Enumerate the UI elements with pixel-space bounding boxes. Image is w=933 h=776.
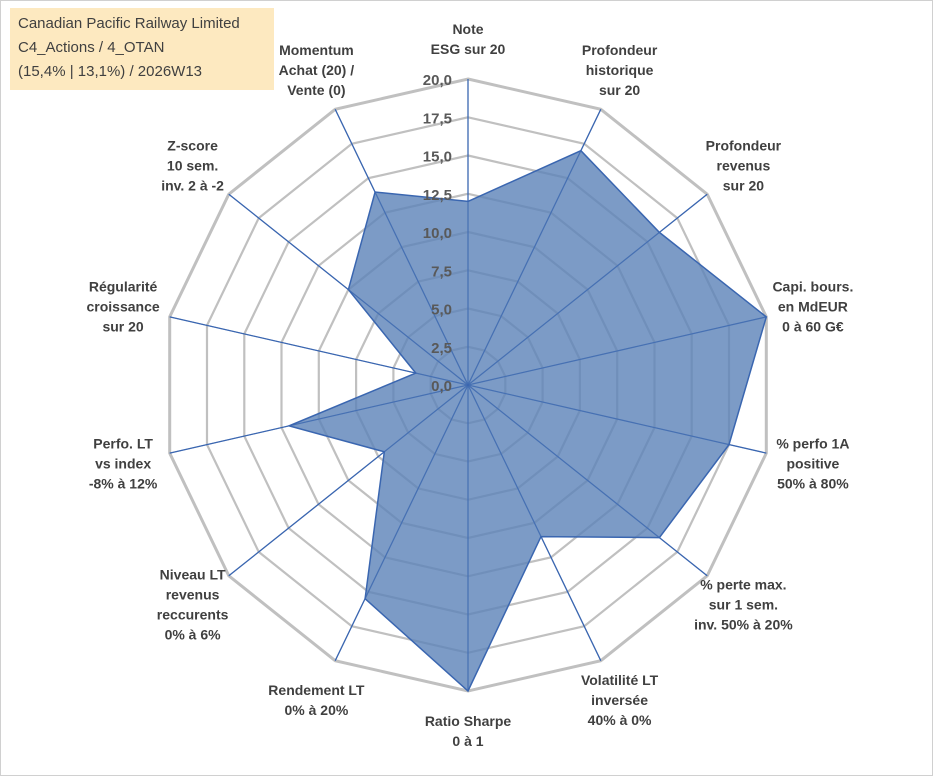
- axis-label-line: Volatilité LT: [581, 672, 659, 688]
- axis-label-line: reccurents: [157, 607, 229, 623]
- axis-label-line: 0% à 20%: [284, 702, 348, 718]
- axis-label-line: Achat (20) /: [279, 62, 355, 78]
- axis-label-line: Capi. bours.: [772, 278, 853, 294]
- radar-axis-labels: Note ESG sur 20 Profondeur historique sur 20…: [87, 21, 854, 749]
- radar-spoke-overlay: [467, 384, 767, 454]
- radar-spoke-overlay: [467, 384, 708, 577]
- axis-label: Capi. bours. en MdEUR 0 à 60 G€: [772, 278, 853, 334]
- radar-spoke-overlay: [467, 109, 602, 386]
- axis-label-line: Vente (0): [287, 82, 345, 98]
- axis-label: Momentum Achat (20) / Vente (0): [279, 42, 355, 98]
- company-name: Canadian Pacific Railway Limited: [18, 15, 240, 32]
- axis-label-line: % perfo 1A: [776, 436, 849, 452]
- radar-spoke-overlay: [169, 316, 469, 386]
- axis-label: Note ESG sur 20: [431, 21, 506, 57]
- axis-label-line: 50% à 80%: [777, 476, 849, 492]
- radar-spoke-overlay: [334, 109, 469, 386]
- radar-spoke-overlay: [228, 384, 469, 577]
- axis-label-line: revenus: [166, 587, 220, 603]
- tick-label: 17,5: [423, 110, 452, 127]
- axis-label-line: sur 1 sem.: [709, 597, 778, 613]
- axis-label-line: sur 20: [599, 82, 640, 98]
- axis-label-line: Profondeur: [706, 137, 782, 153]
- axis-label-line: inv. 2 à -2: [161, 177, 224, 193]
- radar-spoke-overlay: [467, 316, 767, 386]
- tick-label: 20,0: [423, 72, 452, 89]
- axis-label-line: Niveau LT: [160, 567, 226, 583]
- axis-label-line: positive: [786, 456, 839, 472]
- tick-label: 2,5: [431, 340, 452, 357]
- axis-label-line: -8% à 12%: [89, 476, 158, 492]
- axis-label-line: inversée: [591, 692, 648, 708]
- axis-label: Régularité croissance sur 20: [87, 278, 160, 334]
- axis-label-line: inv. 50% à 20%: [694, 617, 793, 633]
- axis-label-line: sur 20: [102, 318, 143, 334]
- axis-label: Niveau LT revenus reccurents 0% à 6%: [157, 567, 229, 643]
- axis-label-line: 0 à 1: [452, 733, 483, 749]
- axis-label-line: revenus: [717, 157, 771, 173]
- axis-label-line: croissance: [87, 298, 160, 314]
- axis-label: Z-score 10 sem. inv. 2 à -2: [161, 137, 224, 193]
- axis-label-line: Rendement LT: [268, 682, 365, 698]
- axis-label-line: historique: [586, 62, 654, 78]
- tick-label: 10,0: [423, 225, 452, 242]
- axis-label-line: 10 sem.: [167, 157, 218, 173]
- performance-summary: (15,4% | 13,1%) / 2026W13: [18, 63, 202, 80]
- axis-label-line: % perte max.: [700, 577, 786, 593]
- radar-spoke-overlay: [467, 384, 602, 661]
- axis-label-line: 0% à 6%: [165, 627, 222, 643]
- tick-label: 12,5: [423, 187, 452, 204]
- axis-label-line: vs index: [95, 456, 151, 472]
- radar-spoke-overlay: [467, 193, 708, 386]
- radar-tick-labels: 0,0 2,5 5,0 7,5 10,0 12,5 15,0 17,5 20,0: [423, 72, 452, 395]
- axis-label-line: ESG sur 20: [431, 41, 506, 57]
- radar-spoke-overlay: [334, 384, 469, 661]
- axis-label-line: Z-score: [167, 137, 218, 153]
- axis-label-line: Régularité: [89, 278, 158, 294]
- axis-label-line: 0 à 60 G€: [782, 318, 844, 334]
- axis-label: Profondeur historique sur 20: [582, 42, 658, 98]
- tick-label: 5,0: [431, 302, 452, 319]
- axis-label-line: Ratio Sharpe: [425, 713, 512, 729]
- chart-title-box: Canadian Pacific Railway Limited C4_Acti…: [10, 8, 274, 90]
- tick-label: 15,0: [423, 149, 452, 166]
- tick-label: 0,0: [431, 378, 452, 395]
- axis-label: Rendement LT 0% à 20%: [268, 682, 365, 718]
- axis-label-line: Momentum: [279, 42, 354, 58]
- tick-label: 7,5: [431, 263, 452, 280]
- axis-label: Profondeur revenus sur 20: [706, 137, 782, 193]
- axis-label-line: Perfo. LT: [93, 436, 153, 452]
- axis-label-line: 40% à 0%: [588, 712, 652, 728]
- axis-label: % perte max. sur 1 sem. inv. 50% à 20%: [694, 577, 793, 633]
- axis-label: Ratio Sharpe 0 à 1: [425, 713, 512, 749]
- axis-label: Volatilité LT inversée 40% à 0%: [581, 672, 659, 728]
- radar-series: [169, 79, 768, 693]
- axis-label-line: Profondeur: [582, 42, 658, 58]
- axis-label: % perfo 1A positive 50% à 80%: [776, 436, 849, 492]
- axis-label-line: sur 20: [723, 177, 764, 193]
- axis-label-line: Note: [452, 21, 483, 37]
- classification: C4_Actions / 4_OTAN: [18, 39, 165, 56]
- axis-label: Perfo. LT vs index -8% à 12%: [89, 436, 158, 492]
- axis-label-line: en MdEUR: [778, 298, 848, 314]
- radar-spoke-overlay: [169, 384, 469, 454]
